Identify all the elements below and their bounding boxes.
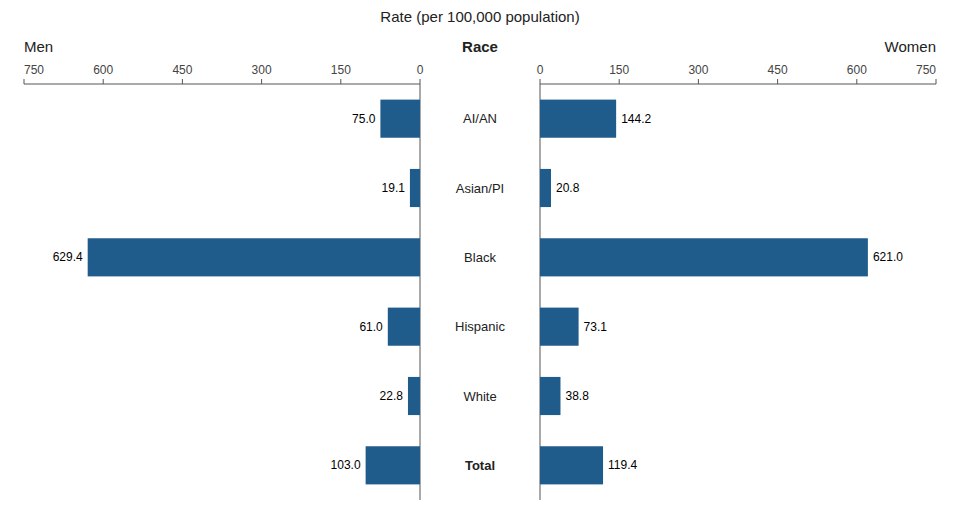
data-label: 119.4 (608, 458, 637, 472)
tick-mark (420, 79, 421, 84)
tick-mark (856, 79, 857, 84)
data-label: 629.4 (53, 250, 83, 264)
divider-line (540, 84, 541, 500)
bar (540, 377, 560, 415)
category-label: Hispanic (455, 319, 505, 334)
tick-label: 0 (537, 63, 544, 77)
bar (380, 100, 420, 138)
bar (540, 100, 616, 138)
tick-label: 600 (93, 63, 113, 77)
data-label: 19.1 (382, 181, 406, 195)
data-label: 103.0 (331, 458, 361, 472)
bar (408, 377, 420, 415)
panel-header: Women (885, 38, 936, 55)
bar (540, 169, 551, 207)
tick-label: 300 (688, 63, 708, 77)
axis-line (540, 84, 936, 85)
bar (540, 238, 868, 276)
data-label: 75.0 (352, 112, 376, 126)
tick-mark (261, 79, 262, 84)
data-label: 73.1 (584, 320, 608, 334)
category-label: Black (464, 250, 496, 265)
tick-label: 750 (916, 63, 936, 77)
category-label: Asian/PI (456, 181, 504, 196)
tick-mark (103, 79, 104, 84)
tick-mark (182, 79, 183, 84)
tick-label: 150 (609, 63, 629, 77)
tick-label: 750 (24, 63, 44, 77)
tick-label: 450 (768, 63, 788, 77)
panel-header: Men (24, 38, 53, 55)
data-label: 61.0 (359, 320, 383, 334)
bar (388, 308, 420, 346)
tick-mark (698, 79, 699, 84)
bar (540, 308, 579, 346)
bar (410, 169, 420, 207)
axis-line (24, 84, 420, 85)
bars (88, 100, 420, 485)
tick-mark (936, 79, 937, 84)
bar (366, 446, 420, 484)
tick-mark (340, 79, 341, 84)
data-label: 22.8 (380, 389, 404, 403)
data-label: 144.2 (621, 112, 651, 126)
category-label: Total (465, 458, 495, 473)
bar (88, 238, 420, 276)
tick-label: 450 (172, 63, 192, 77)
axis-title: Rate (per 100,000 population) (380, 8, 579, 25)
data-label: 38.8 (565, 389, 589, 403)
chart: Rate (per 100,000 population) Race Men 0 150… (0, 0, 960, 516)
category-header: Race (462, 38, 498, 55)
bar (540, 446, 603, 484)
data-label: 621.0 (873, 250, 903, 264)
tick-label: 0 (417, 63, 424, 77)
tick-label: 600 (847, 63, 867, 77)
divider-line (420, 84, 421, 500)
category-label: White (463, 389, 496, 404)
tick-mark (777, 79, 778, 84)
tick-label: 300 (252, 63, 272, 77)
tick-mark (540, 79, 541, 84)
data-label: 20.8 (556, 181, 580, 195)
tick-mark (24, 79, 25, 84)
bars (540, 100, 868, 485)
category-label: AI/AN (463, 111, 497, 126)
tick-label: 150 (331, 63, 351, 77)
tick-mark (619, 79, 620, 84)
